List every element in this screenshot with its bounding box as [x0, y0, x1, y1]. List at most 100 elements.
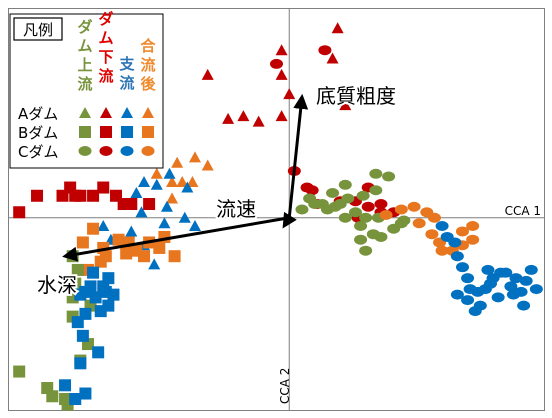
- legend-column-up-char: ダ: [77, 18, 92, 36]
- data-point-c-up: [341, 193, 355, 204]
- data-point-a-trib: [97, 219, 110, 231]
- legend-marker-circle-after: [141, 146, 155, 156]
- data-point-a-down: [331, 22, 344, 34]
- data-point-c-trib: [450, 251, 464, 262]
- arrow-label-1: 底質粗度: [316, 84, 396, 108]
- legend-column-up-char: 上: [77, 56, 92, 74]
- data-point-a-down: [326, 52, 339, 64]
- data-point-c-up: [374, 231, 388, 242]
- data-point-b-trib: [87, 266, 100, 279]
- data-point-c-down: [270, 58, 283, 69]
- data-point-b-down: [13, 206, 26, 219]
- data-point-b-trib: [79, 387, 92, 400]
- legend-title: 凡例: [23, 21, 53, 39]
- legend-column-down-char: ダ: [98, 10, 113, 28]
- legend-marker-triangle-up: [79, 107, 91, 118]
- data-point-c-up: [338, 179, 352, 190]
- data-point-b-up: [46, 390, 59, 403]
- data-point-a-down: [275, 110, 288, 122]
- data-point-b-up: [71, 263, 84, 276]
- data-point-c-after: [425, 229, 439, 240]
- arrow-label-2: 流速: [216, 197, 256, 221]
- legend-column-down-char: 流: [98, 67, 113, 85]
- data-point-c-after: [427, 212, 441, 223]
- data-point-b-after: [120, 247, 133, 260]
- data-point-a-down: [275, 68, 288, 80]
- data-point-c-up: [326, 188, 340, 199]
- legend-column-trib-char: 流: [119, 74, 134, 92]
- data-point-b-after: [168, 250, 181, 263]
- data-point-b-trib: [107, 288, 120, 301]
- data-point-c-after: [466, 220, 480, 231]
- data-point-a-trib: [163, 167, 176, 179]
- data-point-c-down: [361, 201, 375, 212]
- y-axis-label: CCA 2: [278, 368, 292, 404]
- legend-marker-triangle-trib: [121, 107, 133, 118]
- data-point-a-after: [176, 176, 189, 188]
- data-point-b-trib: [59, 379, 72, 392]
- data-point-c-after: [407, 201, 421, 212]
- data-point-c-after: [394, 204, 408, 215]
- data-point-c-up: [359, 245, 373, 256]
- data-point-c-after: [435, 245, 449, 256]
- data-point-a-trib: [188, 219, 201, 231]
- data-point-c-trib: [517, 300, 531, 311]
- data-point-c-up: [394, 218, 408, 229]
- data-point-c-down: [318, 45, 332, 56]
- data-point-b-after: [76, 236, 89, 249]
- data-point-a-down: [283, 88, 296, 100]
- data-point-b-trib: [76, 329, 89, 342]
- data-point-a-after: [166, 192, 179, 204]
- legend-marker-square-after: [142, 126, 154, 138]
- legend-column-after-char: 合: [139, 37, 156, 55]
- data-point-b-after: [94, 255, 107, 268]
- data-point-a-down: [237, 110, 250, 122]
- data-point-c-trib: [491, 292, 505, 303]
- data-point-a-trib: [150, 178, 163, 190]
- data-point-b-trib: [71, 316, 84, 329]
- data-point-b-after: [153, 241, 166, 254]
- arrow-label-3: 水深: [37, 273, 77, 297]
- data-point-a-trib: [138, 176, 151, 188]
- data-point-b-down: [143, 198, 156, 211]
- data-point-c-trib: [509, 273, 523, 284]
- data-point-c-trib: [519, 275, 533, 286]
- data-point-b-down: [125, 198, 138, 211]
- data-point-a-trib: [181, 181, 194, 193]
- data-point-a-trib: [130, 187, 143, 199]
- data-point-a-trib: [148, 258, 161, 270]
- data-point-b-down: [117, 198, 130, 211]
- legend-column-down-char: ム: [98, 29, 113, 47]
- data-point-a-trib: [135, 206, 148, 218]
- arrow-3: [62, 216, 290, 262]
- arrow-1: [287, 93, 309, 218]
- legend-marker-circle-trib: [120, 146, 134, 156]
- data-point-a-after: [201, 159, 214, 171]
- data-point-b-trib: [69, 393, 82, 406]
- data-point-b-trib: [74, 288, 87, 301]
- data-point-c-up: [369, 185, 383, 196]
- data-point-c-up: [369, 168, 383, 179]
- data-point-b-up: [13, 365, 26, 378]
- data-point-c-after: [455, 226, 469, 237]
- data-point-c-trib: [461, 295, 475, 306]
- data-point-a-down: [252, 115, 265, 127]
- data-point-b-trib: [94, 305, 107, 318]
- data-point-c-trib: [514, 286, 528, 297]
- data-point-c-up: [354, 220, 368, 231]
- data-point-b-up: [69, 277, 82, 290]
- data-point-a-trib: [178, 211, 191, 223]
- data-point-c-trib: [481, 264, 495, 275]
- legend-marker-triangle-down: [100, 107, 112, 118]
- data-point-c-up: [354, 234, 368, 245]
- data-point-a-after: [150, 167, 163, 179]
- data-point-a-down: [201, 68, 214, 80]
- data-point-a-down: [339, 99, 352, 111]
- data-point-b-down: [56, 189, 69, 202]
- data-point-b-after: [138, 250, 151, 263]
- data-point-a-trib: [158, 217, 171, 229]
- data-point-a-after: [171, 156, 184, 168]
